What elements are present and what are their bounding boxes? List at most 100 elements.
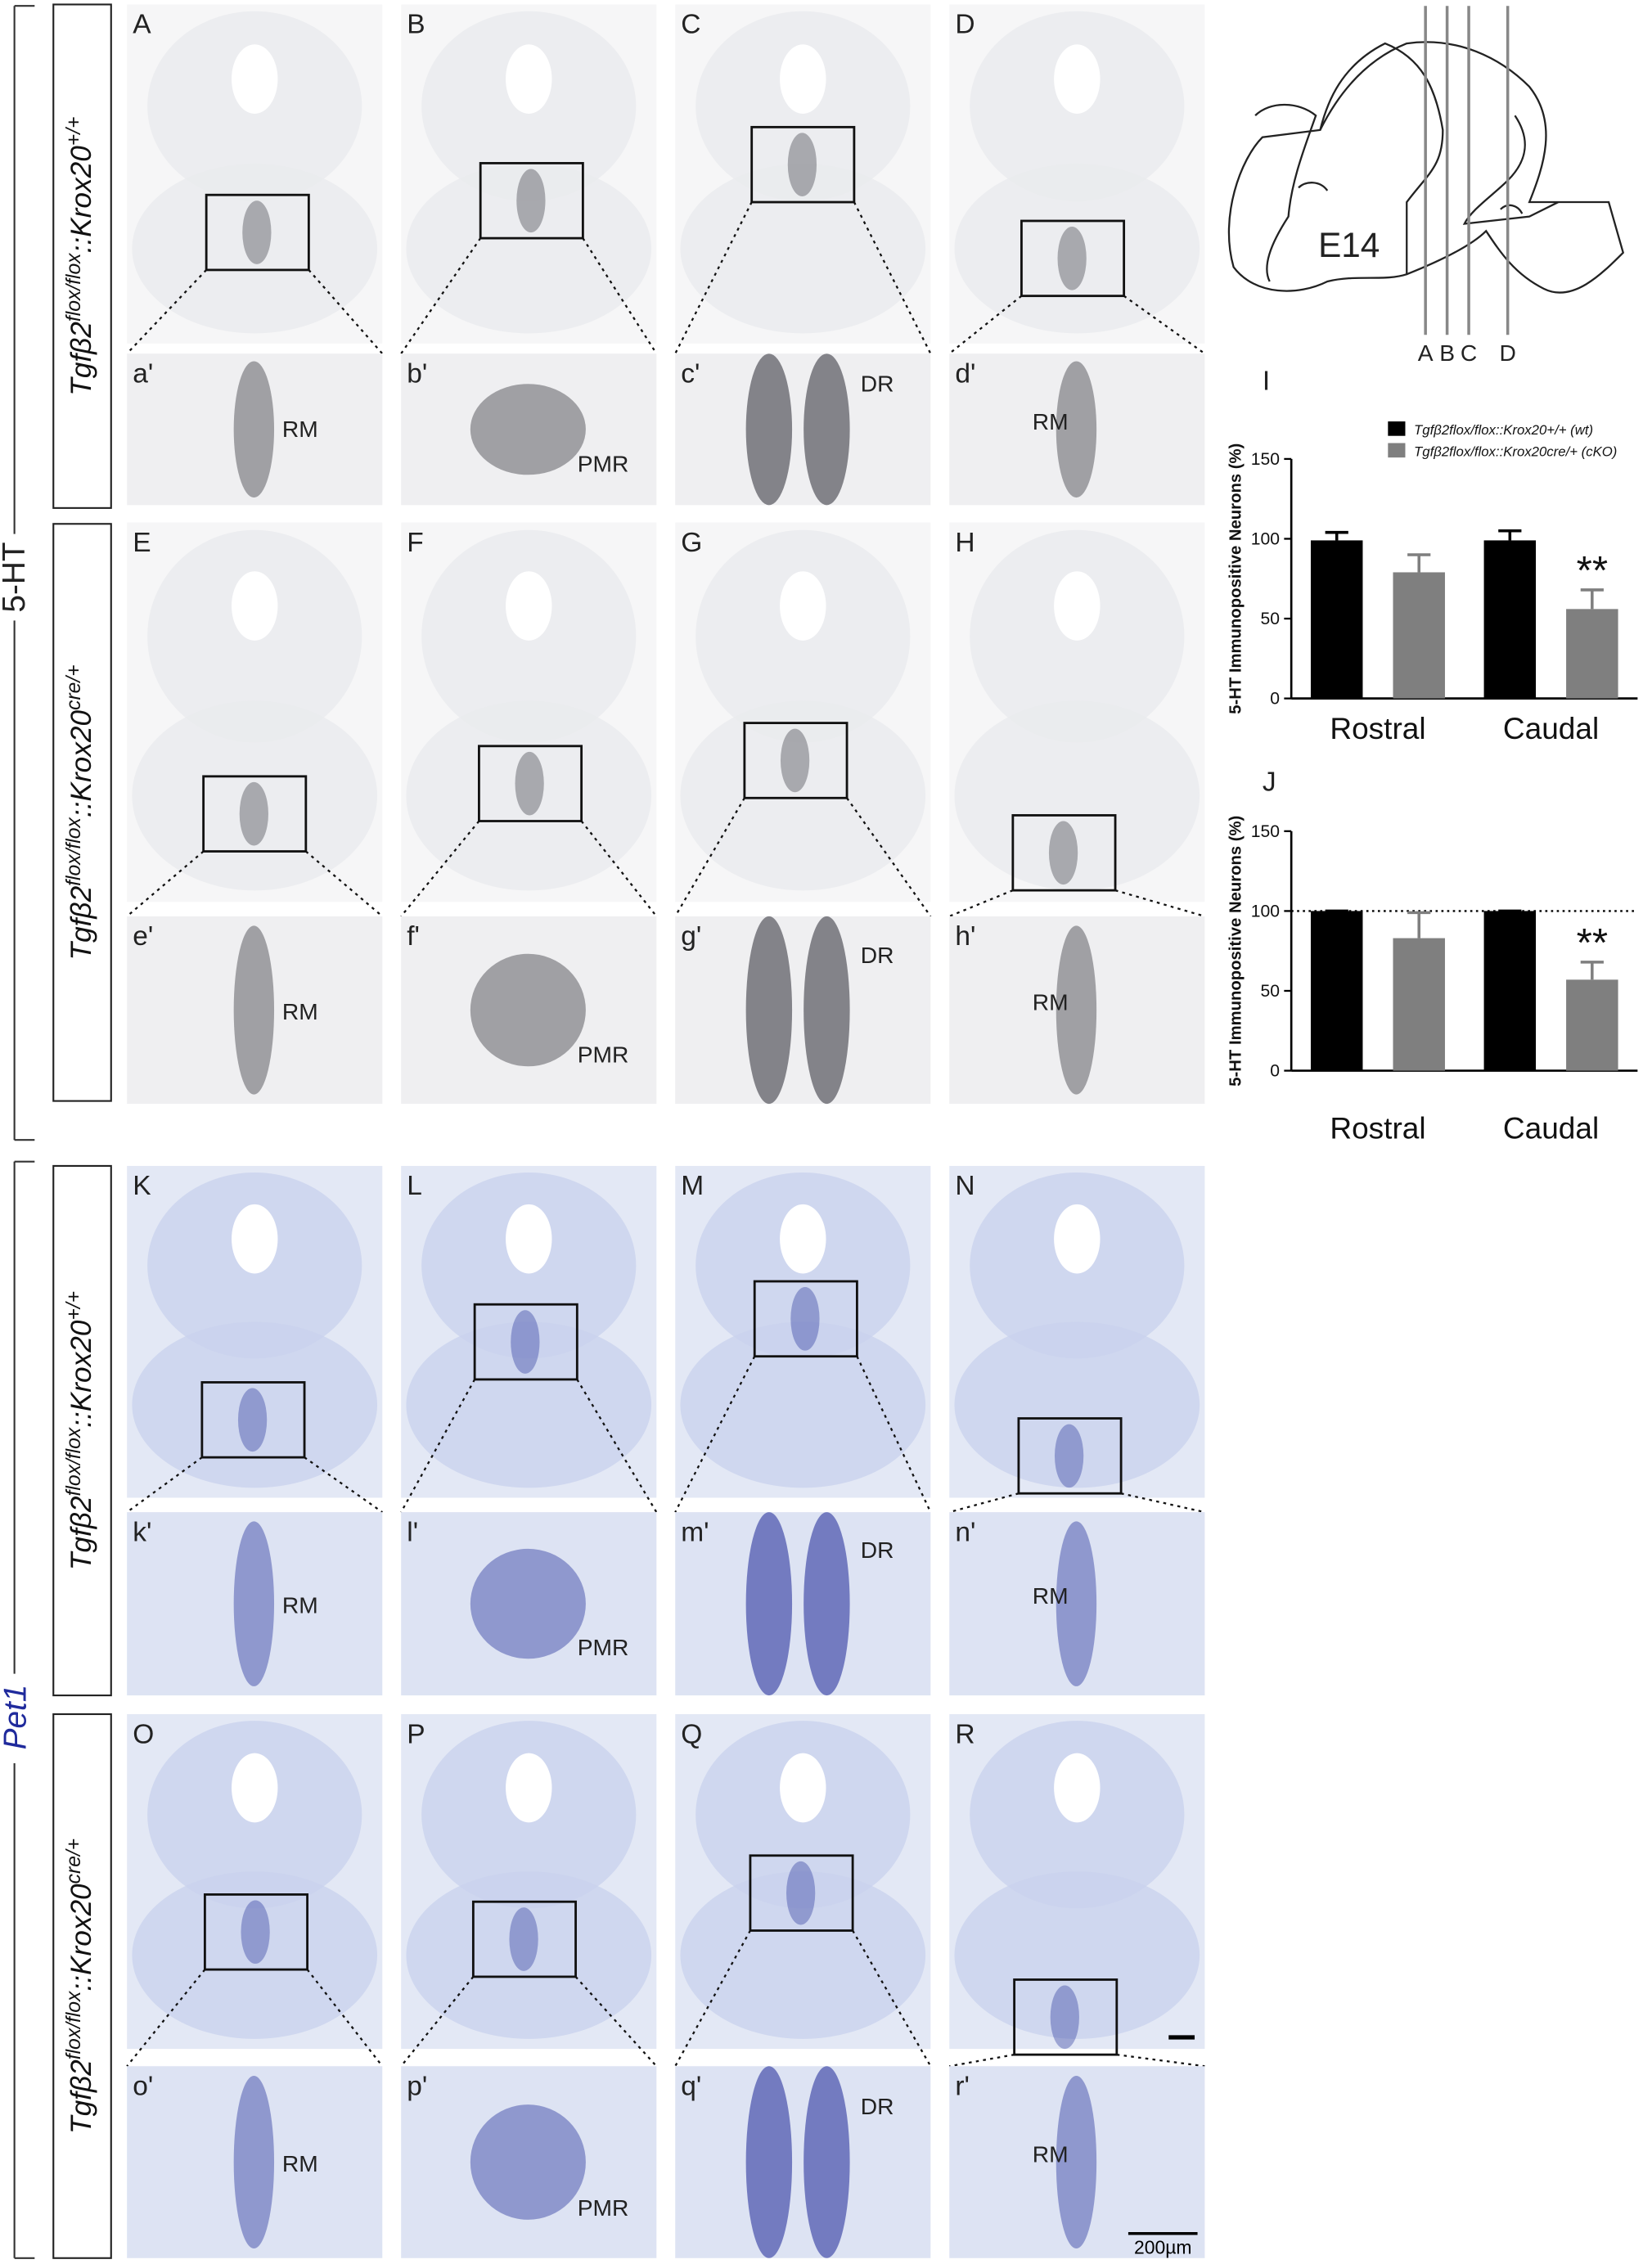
micrograph-zoom: [675, 1512, 931, 1696]
zoom-label: e': [133, 921, 153, 952]
inset-guide: [126, 269, 207, 354]
y-tick-label: 0: [1270, 1062, 1280, 1081]
stain: [470, 1548, 586, 1659]
stain: [1056, 1521, 1097, 1686]
stain: [241, 1900, 270, 1965]
inset-box: [202, 775, 308, 853]
stain: [1048, 821, 1078, 885]
tissue: [954, 164, 1200, 334]
inset-guide: [574, 1976, 658, 2068]
y-tick-label: 50: [1261, 982, 1281, 1001]
inset-guide: [582, 237, 658, 354]
stain: [745, 353, 793, 506]
stain: [470, 953, 586, 1067]
region-label: PMR: [578, 2194, 629, 2221]
row-label-part: +/+: [63, 1291, 85, 1321]
panel-label: E: [133, 528, 151, 558]
region-label: PMR: [578, 1634, 629, 1660]
panel-label: H: [955, 528, 975, 558]
region-label: RM: [1033, 1582, 1069, 1609]
region-label: PMR: [578, 1042, 629, 1068]
stain: [745, 1512, 793, 1696]
schematic-outline: [1319, 41, 1625, 294]
zoom-label: l': [407, 1517, 418, 1547]
zoom-label: k': [133, 1517, 151, 1547]
row-label-part: Tgfβ2: [65, 885, 97, 960]
inset-box: [1011, 814, 1117, 892]
inset-guide: [1123, 295, 1206, 355]
micrograph-zoom: [949, 1512, 1205, 1696]
region-label: RM: [282, 2150, 318, 2176]
inset-box: [200, 1381, 306, 1459]
stain: [239, 781, 268, 846]
inset-guide: [674, 1356, 756, 1513]
stain: [233, 925, 275, 1095]
ventricle: [232, 44, 278, 114]
x-tick-label: Caudal: [1503, 1110, 1599, 1145]
scale-bar-label: 200µm: [1134, 2236, 1192, 2257]
x-tick-label: Rostral: [1330, 711, 1425, 745]
bracket-gap: [0, 533, 32, 621]
schematic-stage: E14: [1318, 226, 1380, 264]
schematic-detail: [1298, 182, 1524, 214]
region-label: RM: [1033, 2141, 1069, 2167]
group-brackets: 5-HT Pet1: [0, 5, 35, 2259]
inset-guide: [400, 820, 480, 917]
inset-box: [478, 745, 583, 822]
zoom-label: f': [407, 921, 420, 952]
tissue: [132, 1321, 378, 1488]
bar: [1310, 911, 1363, 1071]
inset-guide: [1116, 2054, 1205, 2068]
row-label-box: [52, 1713, 112, 2259]
row-label-box: [52, 523, 112, 1102]
stain: [803, 2066, 850, 2258]
x-tick-label: Rostral: [1330, 1110, 1425, 1145]
y-tick-label: 100: [1251, 530, 1280, 549]
region-label: DR: [861, 2093, 894, 2119]
inset-guide: [949, 2054, 1015, 2068]
stain: [780, 728, 810, 793]
inset-box: [205, 193, 310, 272]
schematic-outline: [1462, 115, 1559, 225]
zoom-label: p': [407, 2072, 427, 2102]
ventricle: [1054, 1753, 1101, 1823]
region-label: RM: [282, 1591, 318, 1618]
zoom-label: c': [681, 358, 700, 389]
bar: [1566, 979, 1618, 1071]
legend-label: Tgfβ2flox/flox::Krox20cre/+ (cKO): [1414, 443, 1617, 459]
legend-label: Tgfβ2flox/flox::Krox20+/+ (wt): [1414, 422, 1593, 438]
tissue: [680, 1321, 926, 1488]
stain: [1056, 925, 1097, 1095]
inset-guide: [1114, 889, 1205, 917]
row-label: Tgfβ2flox/flox::Krox20cre/+: [63, 664, 97, 960]
micrograph-zoom: [127, 2066, 383, 2258]
row-label-part: ::Krox20: [65, 146, 97, 254]
ventricle: [506, 1753, 552, 1823]
y-tick-label: 50: [1261, 610, 1281, 628]
stain: [233, 2075, 275, 2249]
row-label-part: flox/flox: [63, 1426, 85, 1496]
inset-box: [749, 1854, 854, 1932]
section-label: A: [1418, 340, 1434, 366]
stain: [242, 200, 272, 264]
row-label: Tgfβ2flox/flox::Krox20cre/+: [63, 1839, 97, 2134]
region-label: RM: [282, 416, 318, 442]
ventricle: [232, 1753, 278, 1823]
row-label: Tgfβ2flox/flox::Krox20+/+: [63, 117, 97, 396]
ventricle: [232, 571, 278, 641]
panel-label: L: [407, 1171, 422, 1201]
inset-guide: [400, 237, 482, 354]
group-label: 5-HT: [0, 542, 32, 612]
micrograph-zoom: [127, 916, 383, 1105]
stain: [803, 1512, 850, 1696]
inset-box: [743, 722, 849, 799]
zoom-label: d': [955, 358, 975, 389]
micrograph-zoom: [949, 916, 1205, 1105]
tissue: [132, 700, 378, 891]
y-axis-label: 5-HT Immunopositive Neurons (%): [1227, 816, 1245, 1087]
stain: [237, 1388, 268, 1452]
micrograph-zoom: [949, 2066, 1205, 2258]
y-tick-label: 150: [1251, 822, 1280, 841]
ventricle: [780, 44, 826, 114]
